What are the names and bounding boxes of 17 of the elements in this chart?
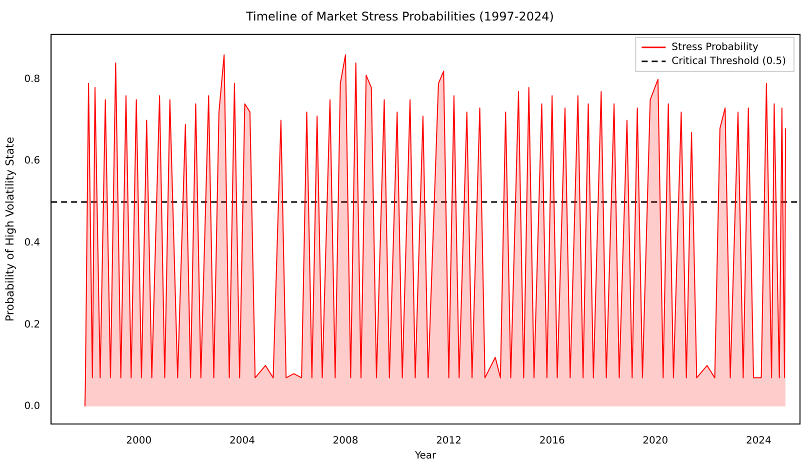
x-tick-label: 2024 (746, 436, 772, 447)
x-tick-label: 2000 (126, 436, 152, 447)
y-tick-label: 0.0 (24, 401, 40, 412)
legend-label: Critical Threshold (0.5) (672, 56, 786, 67)
x-tick-label: 2012 (436, 436, 462, 447)
y-axis-title: Probability of High Volatility State (3, 136, 16, 322)
y-tick-label: 0.2 (24, 319, 40, 330)
legend-label: Stress Probability (672, 42, 759, 53)
y-tick-label: 0.6 (24, 156, 40, 167)
x-axis-title: Year (414, 450, 438, 462)
x-tick-label: 2008 (332, 436, 358, 447)
y-tick-label: 0.4 (24, 237, 40, 248)
chart-title: Timeline of Market Stress Probabilities (1997-2024) (245, 9, 554, 24)
y-tick-label: 0.8 (24, 74, 40, 85)
x-tick-label: 2020 (642, 436, 668, 447)
x-tick-label: 2004 (229, 436, 255, 447)
x-tick-label: 2016 (539, 436, 565, 447)
